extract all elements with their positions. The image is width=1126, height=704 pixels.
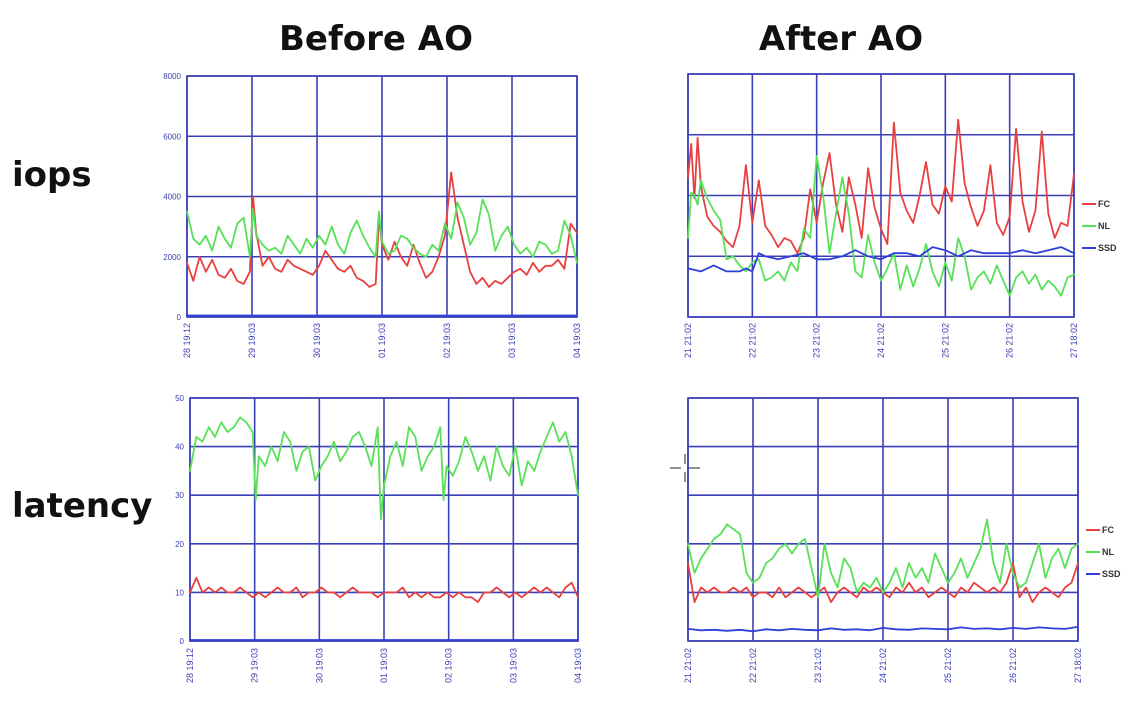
y-tick-label: 30 bbox=[175, 491, 184, 500]
iops-before-chart: 0 2000 4000 6000 8000 28 19:12 29 19:03 30 19:0… bbox=[163, 72, 582, 358]
x-tick-label: 26 21:02 bbox=[1005, 323, 1015, 358]
y-tick-label: 20 bbox=[175, 540, 184, 549]
series-line-nl bbox=[186, 198, 578, 264]
x-tick-label: 21 21:02 bbox=[683, 648, 693, 683]
legend-label-nl: NL bbox=[1102, 547, 1114, 557]
crosshair-cursor-icon bbox=[670, 454, 700, 482]
y-tick-label: 4000 bbox=[163, 193, 181, 202]
y-tick-label: 40 bbox=[175, 443, 184, 452]
legend-label-ssd: SSD bbox=[1102, 569, 1121, 579]
y-tick-label: 50 bbox=[175, 394, 184, 403]
before-ao-header: Before AO bbox=[279, 19, 473, 59]
x-tick-label: 22 21:02 bbox=[747, 323, 757, 358]
x-tick-label: 24 21:02 bbox=[878, 648, 888, 683]
x-tick-label: 30 19:03 bbox=[312, 323, 322, 358]
y-tick-label: 8000 bbox=[163, 72, 181, 81]
series-line-ssd bbox=[687, 246, 1075, 273]
x-tick-label: 01 19:03 bbox=[377, 323, 387, 358]
iops-after-chart: 21 21:02 22 21:02 23 21:02 24 21:02 25 21:02… bbox=[683, 73, 1117, 358]
x-tick-label: 04 19:03 bbox=[573, 648, 583, 683]
x-tick-label: 28 19:12 bbox=[185, 648, 195, 683]
y-tick-label: 2000 bbox=[163, 253, 181, 262]
x-tick-label: 22 21:02 bbox=[748, 648, 758, 683]
series-line-nl bbox=[687, 155, 1075, 297]
x-tick-label: 26 21:02 bbox=[1008, 648, 1018, 683]
series-line-nl bbox=[189, 416, 579, 521]
iops-row-label: iops bbox=[12, 155, 92, 195]
x-tick-label: 27 18:02 bbox=[1069, 323, 1079, 358]
x-tick-label: 23 21:02 bbox=[812, 323, 822, 358]
x-tick-label: 30 19:03 bbox=[314, 648, 324, 683]
legend-label-ssd: SSD bbox=[1098, 243, 1117, 253]
x-tick-label: 25 21:02 bbox=[940, 323, 950, 358]
x-tick-label: 27 18:02 bbox=[1073, 648, 1083, 683]
latency-before-chart: 0 10 20 30 40 50 28 19:12 29 19:03 30 19:03 01 19… bbox=[175, 394, 583, 683]
after-ao-header: After AO bbox=[759, 19, 923, 59]
latency-row-label: latency bbox=[12, 486, 152, 526]
x-tick-label: 23 21:02 bbox=[813, 648, 823, 683]
x-tick-label: 29 19:03 bbox=[250, 648, 260, 683]
legend-label-nl: NL bbox=[1098, 221, 1110, 231]
x-tick-label: 04 19:03 bbox=[572, 323, 582, 358]
legend-label-fc: FC bbox=[1102, 525, 1114, 535]
x-tick-label: 29 19:03 bbox=[247, 323, 257, 358]
series-line-nl bbox=[687, 518, 1079, 599]
x-tick-label: 25 21:02 bbox=[943, 648, 953, 683]
x-tick-label: 03 19:03 bbox=[507, 323, 517, 358]
x-tick-label: 21 21:02 bbox=[683, 323, 693, 358]
x-tick-label: 02 19:03 bbox=[444, 648, 454, 683]
series-line-fc bbox=[189, 576, 579, 603]
x-tick-label: 03 19:03 bbox=[508, 648, 518, 683]
x-tick-label: 02 19:03 bbox=[442, 323, 452, 358]
x-tick-label: 28 19:12 bbox=[182, 323, 192, 358]
series-line-ssd bbox=[687, 626, 1079, 633]
y-tick-label: 0 bbox=[180, 637, 185, 646]
x-tick-label: 01 19:03 bbox=[379, 648, 389, 683]
series-line-fc bbox=[687, 118, 1075, 255]
x-tick-label: 24 21:02 bbox=[876, 323, 886, 358]
legend-label-fc: FC bbox=[1098, 199, 1110, 209]
y-tick-label: 10 bbox=[175, 588, 184, 597]
y-tick-label: 0 bbox=[177, 313, 182, 322]
latency-after-chart: 21 21:02 22 21:02 23 21:02 24 21:02 25 21:02… bbox=[683, 397, 1121, 683]
y-tick-label: 6000 bbox=[163, 132, 181, 141]
